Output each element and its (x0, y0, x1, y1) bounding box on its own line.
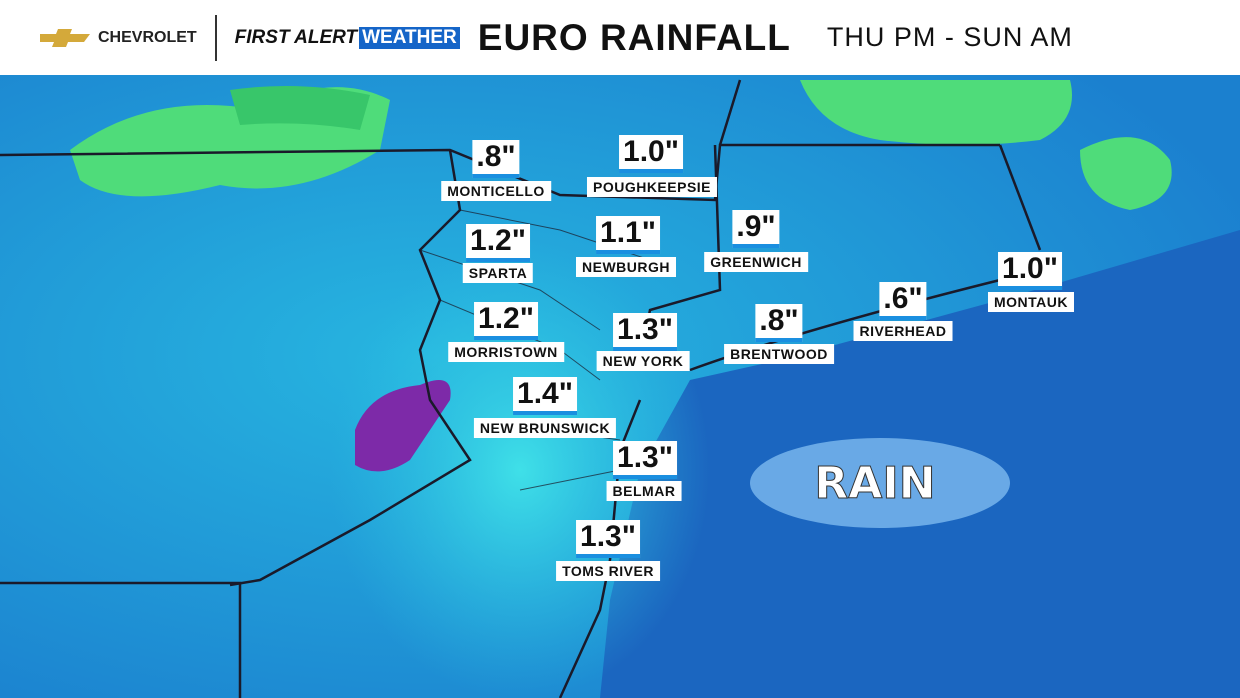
rain-icon (750, 438, 1010, 528)
logo (40, 28, 90, 47)
location-name: MORRISTOWN (448, 342, 564, 362)
location-name: NEWBURGH (576, 257, 676, 277)
rain-amount: 1.3" (576, 520, 640, 558)
brand: CHEVROLET (98, 28, 197, 46)
header: CHEVROLET FIRST ALERT WEATHER EURO RAINF… (0, 0, 1240, 75)
location-name: POUGHKEEPSIE (586, 177, 718, 197)
rain-amount: .8" (755, 304, 803, 342)
green-area (800, 80, 1072, 145)
rain-amount: .9" (732, 210, 780, 248)
precip-label: RAIN (814, 458, 935, 509)
rain-amount: 1.3" (613, 313, 677, 351)
location-name: TOMS RIVER (556, 561, 660, 581)
segment-second: WEATHER (359, 26, 460, 49)
location-name: MONTAUK (987, 292, 1075, 312)
borders (0, 79, 1061, 698)
rain-amount: .6" (879, 282, 927, 320)
rain-amount: 1.4" (513, 377, 577, 415)
location-name: RIVERHEAD (853, 321, 953, 341)
segment-first: FIRST ALERT (234, 26, 358, 48)
timeframe: THU PM - SUN AM (826, 22, 1073, 52)
location-name: SPARTA (462, 263, 534, 283)
rain-amount: 1.2" (466, 224, 530, 262)
location-name: BRENTWOOD (724, 344, 834, 364)
rain-amount: 1.2" (474, 302, 538, 340)
location-name: GREENWICH (704, 252, 808, 272)
green-area (1080, 137, 1172, 210)
location-name: BELMAR (606, 481, 682, 501)
green-area (230, 86, 370, 130)
purple-area (355, 380, 451, 472)
divider (214, 14, 217, 61)
rain-amount: .8" (472, 140, 520, 178)
location-name: MONTICELLO (441, 181, 551, 201)
location-name: NEW BRUNSWICK (473, 418, 617, 438)
rain-amount: 1.3" (613, 441, 677, 479)
title: EURO RAINFALL (477, 16, 791, 58)
rain-amount: 1.0" (998, 252, 1062, 290)
rain-amount: 1.0" (619, 135, 683, 173)
location-name: NEW YORK (596, 351, 690, 371)
rain-amount: 1.1" (596, 216, 660, 254)
